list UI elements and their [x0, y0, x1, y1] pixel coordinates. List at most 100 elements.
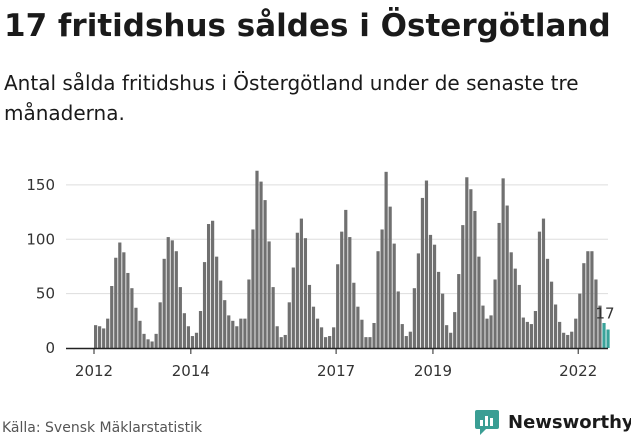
newsworthy-logo-icon	[475, 410, 499, 435]
bar	[126, 272, 130, 348]
bar	[130, 288, 134, 348]
bar	[537, 231, 542, 348]
x-tick-label: 2019	[414, 362, 452, 380]
bar	[227, 315, 231, 349]
bar	[271, 287, 275, 348]
bar	[211, 220, 215, 348]
bar	[251, 229, 255, 348]
bar	[340, 231, 344, 348]
x-tick-label: 2022	[559, 362, 597, 380]
bar	[267, 241, 271, 348]
bar	[146, 339, 150, 348]
chart-subtitle: Antal sålda fritidshus i Östergötland un…	[4, 71, 579, 125]
bar	[606, 329, 610, 348]
bar	[586, 251, 590, 348]
bar	[166, 237, 170, 348]
bar	[138, 320, 142, 348]
bar	[553, 304, 558, 348]
bar	[477, 256, 481, 348]
bar	[311, 306, 316, 348]
bar	[174, 251, 178, 348]
bar	[505, 205, 509, 348]
bar	[396, 291, 400, 348]
bar	[231, 320, 235, 348]
bar	[372, 322, 376, 348]
bar	[283, 334, 287, 348]
bar	[517, 284, 521, 348]
bar	[178, 287, 182, 348]
bar	[259, 181, 263, 348]
bar	[332, 327, 336, 348]
bar	[356, 306, 360, 348]
bar	[562, 332, 566, 348]
bar	[533, 311, 538, 348]
bar	[380, 229, 384, 348]
brand-logo[interactable]: Newsworthy	[474, 406, 631, 438]
bar	[400, 324, 404, 348]
bar	[336, 264, 340, 348]
bar	[509, 252, 513, 348]
bar	[235, 326, 239, 348]
bar	[404, 336, 408, 348]
bar	[291, 267, 295, 348]
bar	[223, 300, 227, 348]
bar	[481, 305, 485, 348]
bar	[578, 293, 582, 349]
bar	[465, 177, 469, 348]
bar	[473, 210, 477, 348]
bar	[295, 232, 299, 348]
bar	[118, 242, 122, 348]
bar	[590, 251, 594, 348]
bar	[186, 326, 191, 348]
brand-name: Newsworthy	[508, 411, 631, 433]
bar	[545, 258, 550, 348]
bar	[485, 318, 489, 348]
bar	[122, 252, 126, 348]
bar	[299, 218, 303, 348]
bar	[279, 337, 283, 349]
bar	[598, 305, 602, 348]
bar	[388, 206, 392, 349]
bar	[493, 279, 497, 348]
bar	[521, 317, 525, 348]
bar	[412, 288, 416, 348]
bar	[566, 334, 570, 348]
source-note: Källa: Svensk Mäklarstatistik	[2, 420, 203, 436]
bar	[158, 302, 162, 348]
bar	[384, 171, 388, 348]
bar	[170, 240, 174, 348]
bar	[114, 257, 118, 348]
y-tick-label: 0	[45, 339, 55, 357]
bar	[408, 331, 412, 348]
bar	[420, 197, 425, 348]
bar	[303, 238, 308, 348]
bar	[428, 234, 433, 348]
bar	[360, 319, 364, 348]
bar	[441, 293, 445, 349]
x-axis-ticks: 201220142017201920222024	[75, 348, 597, 380]
bar	[287, 302, 291, 348]
bar	[364, 337, 368, 349]
bar	[513, 268, 517, 348]
bar	[255, 170, 259, 348]
y-tick-label: 150	[26, 176, 55, 194]
bar	[449, 332, 453, 348]
bar	[445, 325, 449, 348]
bar	[594, 279, 598, 348]
bar	[319, 327, 324, 348]
bar	[94, 325, 98, 348]
bar	[134, 307, 138, 348]
bar	[582, 263, 586, 348]
bar	[416, 253, 420, 348]
bar	[501, 178, 505, 348]
bar	[142, 333, 146, 348]
bar	[219, 280, 223, 348]
bar	[243, 318, 247, 348]
bar	[461, 225, 465, 348]
bar	[602, 322, 606, 348]
bar	[489, 315, 493, 349]
bar	[206, 224, 211, 348]
bar	[497, 222, 501, 348]
bar	[102, 328, 106, 348]
x-tick-label: 2012	[75, 362, 113, 380]
